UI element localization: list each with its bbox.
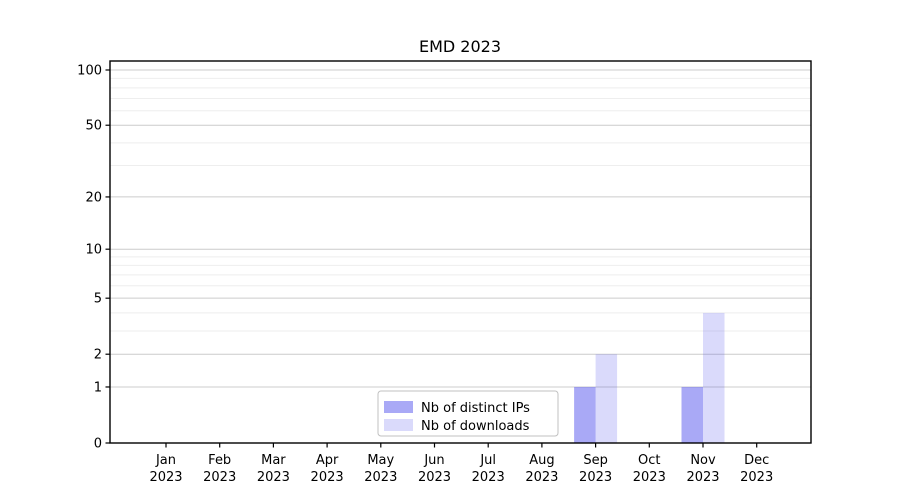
y-tick-label: 0 bbox=[94, 437, 102, 452]
minor-gridlines bbox=[110, 77, 811, 332]
y-tick-label: 100 bbox=[77, 63, 102, 78]
x-tick-label-year: 2023 bbox=[579, 470, 612, 485]
major-gridlines bbox=[110, 69, 811, 388]
x-tick-label-month: Apr bbox=[316, 453, 339, 468]
x-tick-label-year: 2023 bbox=[149, 470, 182, 485]
y-tick-label: 2 bbox=[94, 348, 102, 363]
x-tick-label-year: 2023 bbox=[686, 470, 719, 485]
legend-frame bbox=[377, 390, 559, 437]
y-tick-label: 5 bbox=[94, 292, 102, 307]
x-tick-label-month: Jun bbox=[423, 453, 444, 468]
x-tick-label-year: 2023 bbox=[525, 470, 558, 485]
y-tick-label: 20 bbox=[85, 190, 102, 205]
x-tick-label-month: Jan bbox=[155, 453, 176, 468]
x-tick-label-year: 2023 bbox=[311, 470, 344, 485]
x-tick-label-year: 2023 bbox=[418, 470, 451, 485]
x-tick-label-year: 2023 bbox=[203, 470, 236, 485]
legend-swatch-downloads bbox=[384, 419, 413, 431]
x-tick-label-month: Feb bbox=[208, 453, 231, 468]
bar-distinct-ips bbox=[681, 386, 703, 443]
x-axis: Jan 2023 Feb 2023 Mar 2023 Apr 2023 May 2023 Jun 20… bbox=[149, 443, 773, 485]
bar-distinct-ips bbox=[574, 386, 596, 443]
x-tick-label-year: 2023 bbox=[633, 470, 666, 485]
bar-series bbox=[574, 312, 725, 443]
y-tick-label: 10 bbox=[85, 243, 102, 258]
chart-title: EMD 2023 bbox=[419, 37, 501, 56]
x-tick-label-year: 2023 bbox=[472, 470, 505, 485]
x-tick-label-year: 2023 bbox=[257, 470, 290, 485]
y-tick-label: 50 bbox=[85, 119, 102, 134]
x-tick-label-month: Aug bbox=[529, 453, 554, 468]
x-tick-label-month: Oct bbox=[638, 453, 660, 468]
x-tick-label-month: Sep bbox=[583, 453, 608, 468]
x-tick-label-month: Nov bbox=[690, 453, 716, 468]
x-tick-label-month: May bbox=[367, 453, 394, 468]
bar-downloads bbox=[595, 354, 618, 443]
x-tick-label-month: Dec bbox=[744, 453, 769, 468]
legend: Nb of distinct IPs Nb of downloads bbox=[377, 390, 559, 437]
x-tick-label-year: 2023 bbox=[364, 470, 397, 485]
x-tick-label-year: 2023 bbox=[740, 470, 773, 485]
plot-border bbox=[109, 60, 812, 444]
x-tick-label-month: Mar bbox=[261, 453, 286, 468]
bar-downloads bbox=[703, 312, 725, 443]
x-tick-label-month: Jul bbox=[479, 453, 496, 468]
y-tick-label: 1 bbox=[94, 380, 102, 395]
legend-swatch-distinct-ips bbox=[384, 401, 413, 413]
legend-label-distinct-ips: Nb of distinct IPs bbox=[421, 401, 530, 416]
legend-label-downloads: Nb of downloads bbox=[421, 419, 530, 434]
y-axis: 0 1 2 5 10 20 50 100 bbox=[77, 63, 110, 452]
